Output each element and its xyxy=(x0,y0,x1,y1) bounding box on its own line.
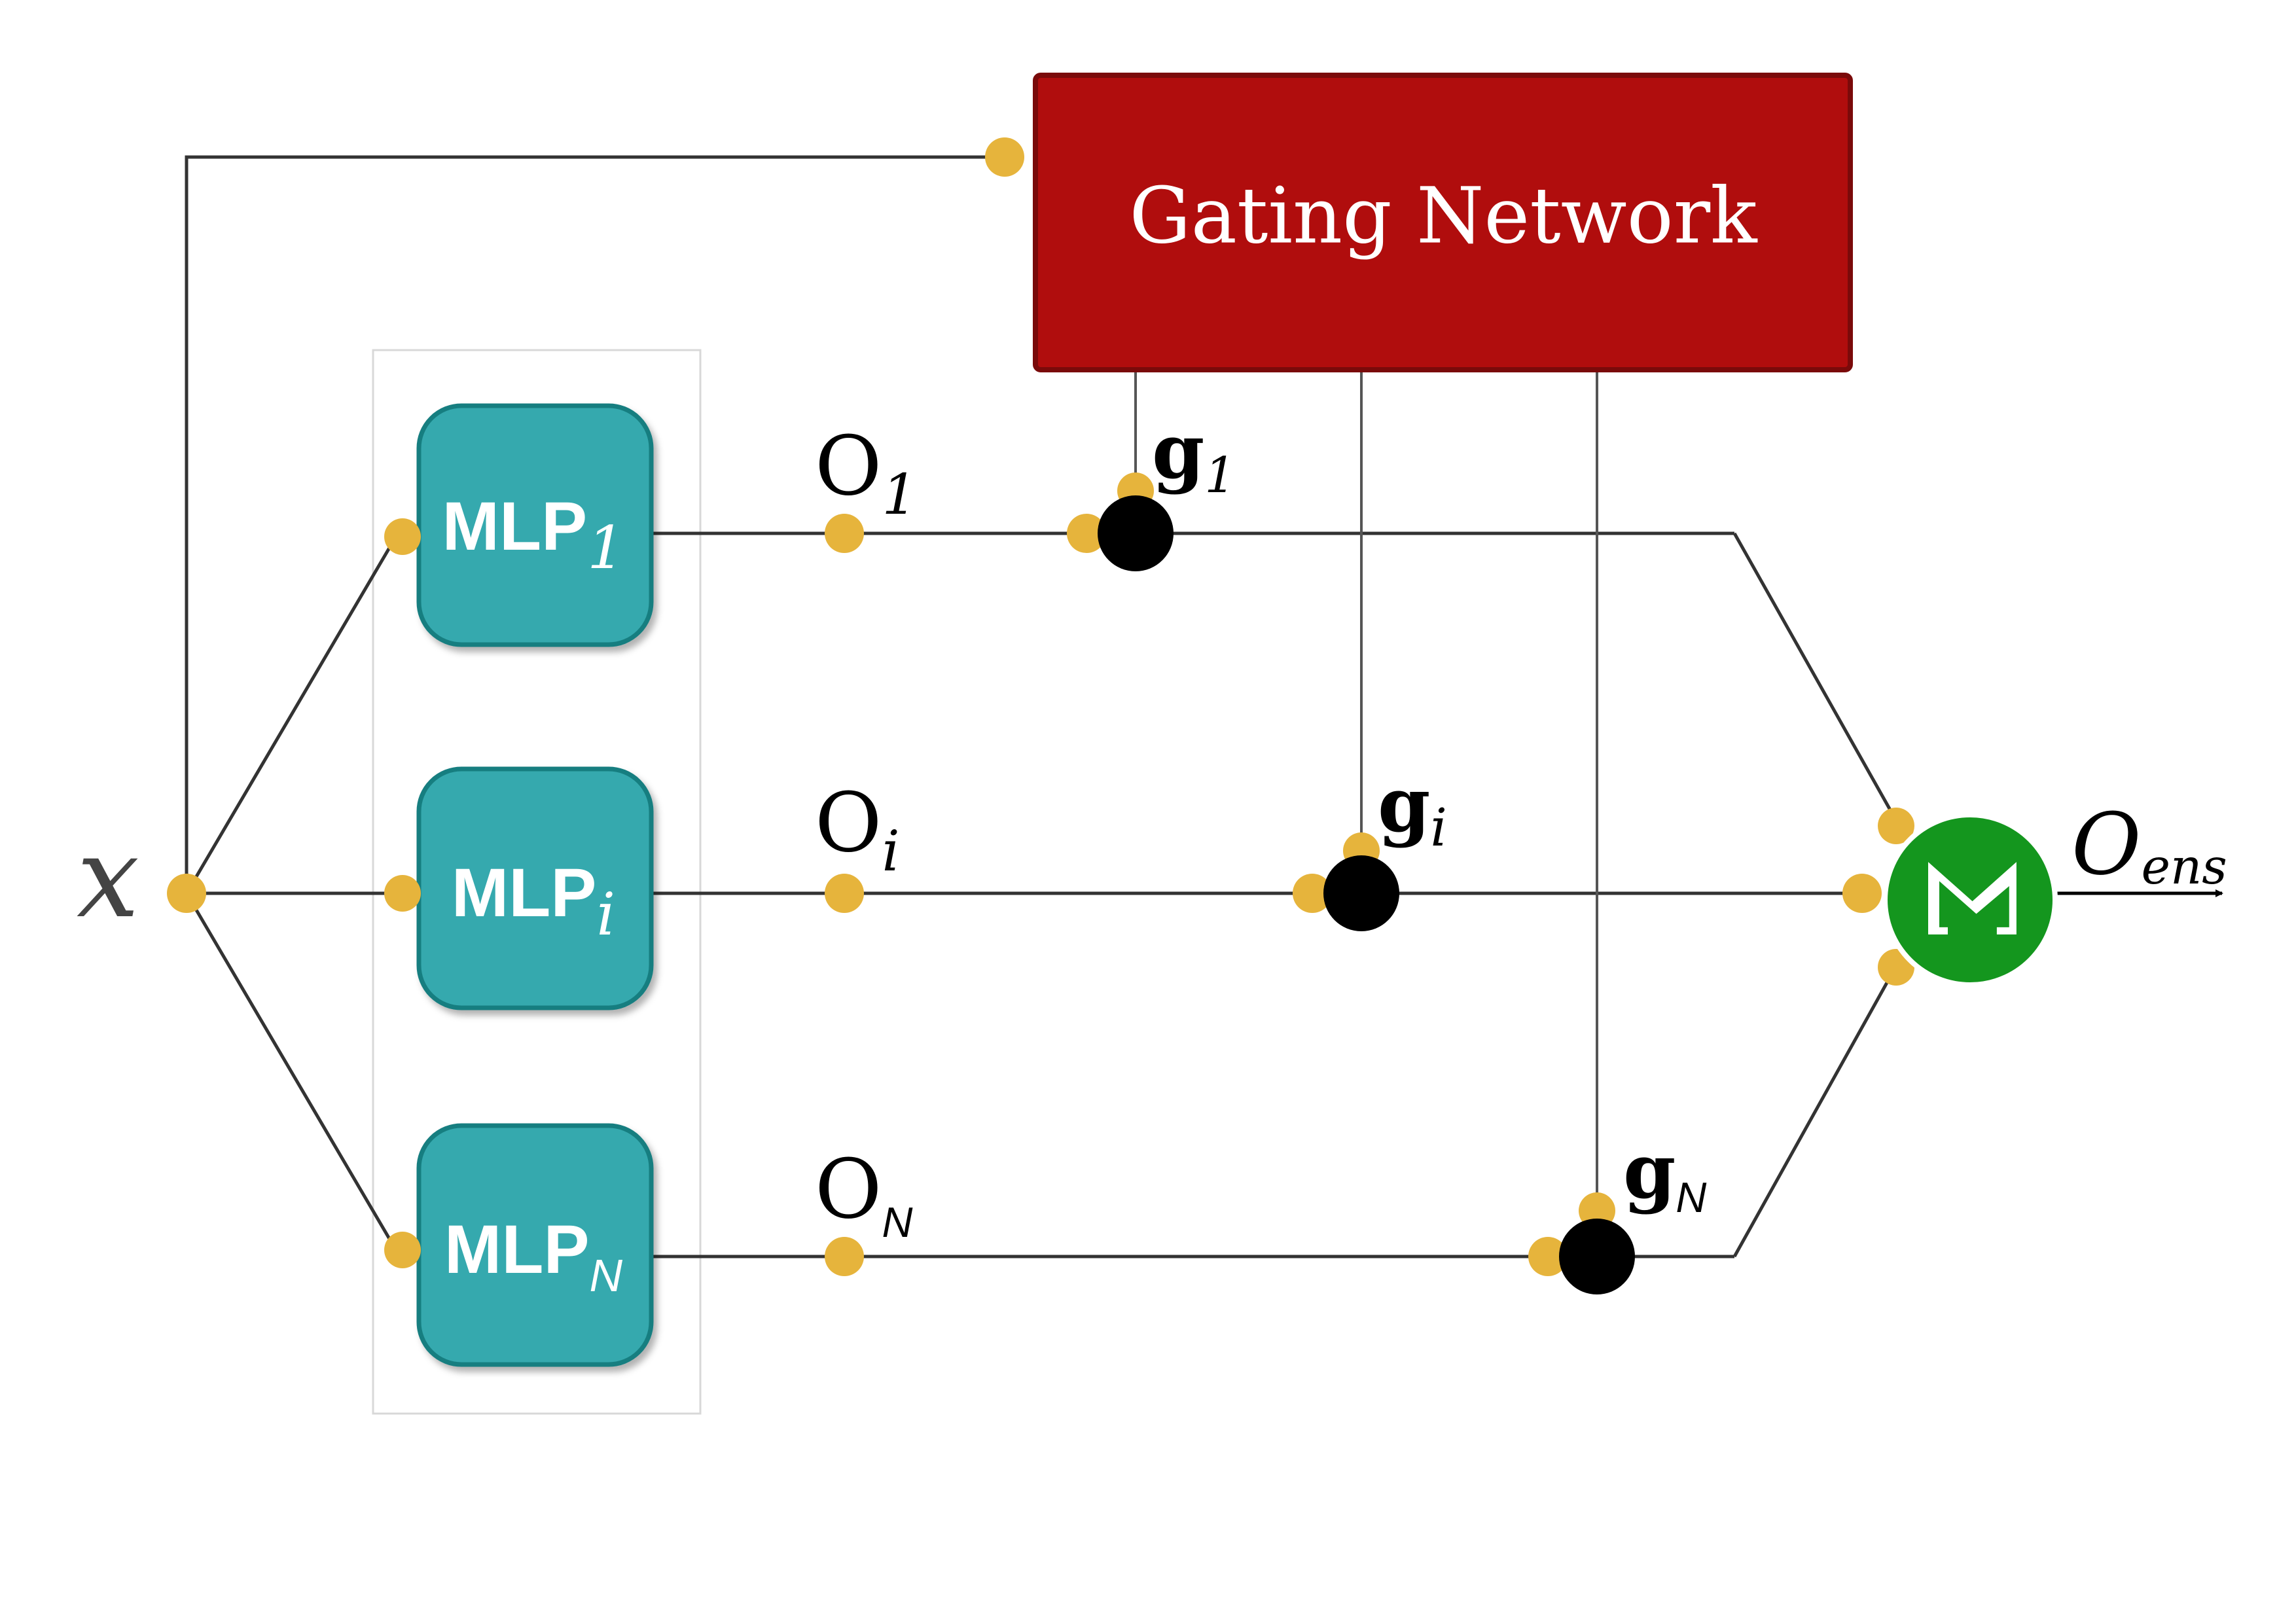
gating-network-title: Gating Network xyxy=(1129,171,1758,261)
out-label-n: O xyxy=(815,1142,882,1237)
mlp-box-1 xyxy=(416,403,654,647)
connector-gate-n-left xyxy=(1528,1237,1568,1276)
output-sub: ens xyxy=(2142,838,2227,895)
svg-text:ON: ON xyxy=(815,1142,912,1246)
mlp-label-n: MLP xyxy=(444,1211,590,1288)
connector-mlp-i-in xyxy=(384,875,421,912)
out-sub-n: N xyxy=(882,1198,912,1246)
wire-converge-top xyxy=(1732,532,1897,819)
svg-text:MLPi: MLPi xyxy=(452,855,615,949)
out-label-i: O xyxy=(815,776,882,870)
sum-node xyxy=(1882,812,2058,988)
connector-out-1 xyxy=(825,514,864,553)
svg-text:MLP1: MLP1 xyxy=(442,488,625,582)
mlp-sub-1: 1 xyxy=(587,514,624,582)
connectors xyxy=(167,137,1914,1276)
wire-x-to-mlp-1 xyxy=(185,535,398,895)
gate-sub-1: 1 xyxy=(1204,446,1236,504)
mlp-1: MLP1 xyxy=(416,403,654,647)
svg-text:MLPN: MLPN xyxy=(444,1211,623,1301)
gating-network-box xyxy=(1033,73,1853,372)
gate-sub-n: N xyxy=(1676,1173,1706,1221)
output-label: O xyxy=(2072,794,2142,894)
connector-gate-i-left xyxy=(1293,874,1332,913)
connector-mlp-n-in xyxy=(384,1232,421,1268)
gate-label-i: g xyxy=(1378,761,1430,849)
svg-text:O1: O1 xyxy=(815,419,918,527)
mlp-label-i: MLP xyxy=(452,855,597,931)
multipliers xyxy=(1098,495,1635,1294)
connector-out-i xyxy=(825,874,864,913)
connector-mlp-1-in xyxy=(384,518,421,555)
mlp-sub-n: N xyxy=(590,1250,623,1301)
svg-text:gN: gN xyxy=(1623,1128,1706,1221)
svg-text:g1: g1 xyxy=(1152,408,1236,504)
gate-label-n: g xyxy=(1623,1128,1676,1216)
gate-wires xyxy=(1134,370,1598,1211)
connector-gate-1-left xyxy=(1067,514,1106,553)
gate-label-1: g xyxy=(1152,408,1204,496)
svg-text:gi: gi xyxy=(1378,761,1447,858)
multiplier-n xyxy=(1559,1219,1635,1294)
connector-out-n xyxy=(825,1237,864,1276)
mlp-i: MLPi xyxy=(416,766,654,1010)
out-sub-i: i xyxy=(882,819,899,884)
connector-x xyxy=(167,874,206,913)
svg-text:Oens: Oens xyxy=(2072,794,2227,895)
wire-x-to-gating xyxy=(185,155,1001,893)
sum-symbol: Σ xyxy=(1899,857,2041,943)
wire-x-to-mlp-n xyxy=(185,892,398,1251)
multiplier-i xyxy=(1323,855,1399,931)
out-label-1: O xyxy=(815,419,882,514)
mlp-sub-i: i xyxy=(596,880,615,949)
connector-gating-in xyxy=(985,137,1024,177)
connector-sum-left xyxy=(1842,874,1882,913)
input-x-label: x xyxy=(77,813,139,943)
mlp-label-1: MLP xyxy=(442,488,588,565)
connector-sum-top xyxy=(1878,808,1914,844)
svg-text:Oi: Oi xyxy=(815,776,900,884)
gate-sub-i: i xyxy=(1430,797,1447,858)
multiplier-1 xyxy=(1098,495,1174,571)
wire-converge-bottom xyxy=(1732,967,1897,1258)
mlp-n: MLPN xyxy=(416,1123,654,1367)
out-sub-1: 1 xyxy=(882,463,917,527)
